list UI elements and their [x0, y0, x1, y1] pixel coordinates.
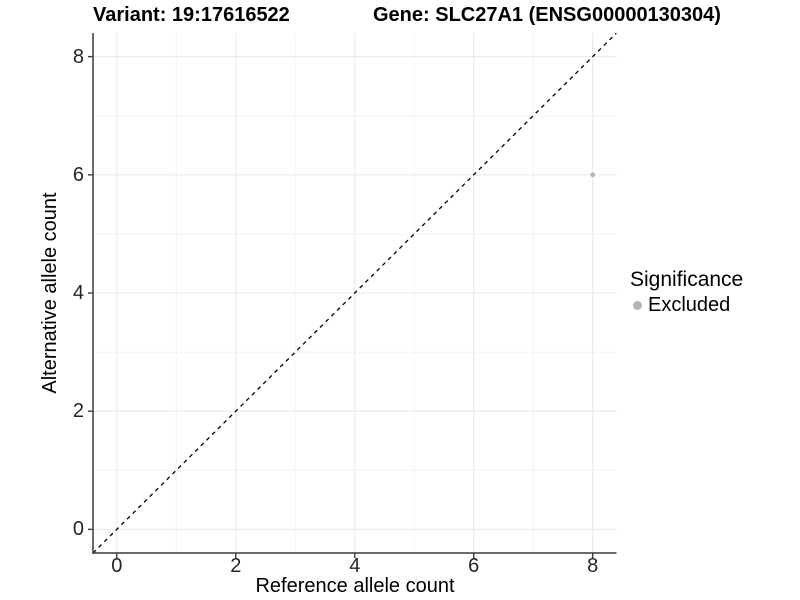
x-axis-tick-label: 0: [111, 555, 123, 577]
x-axis-tick-label: 4: [349, 555, 361, 577]
legend-item-label: Excluded: [648, 294, 731, 316]
data-point: [590, 172, 596, 178]
y-axis-tick-label: 0: [72, 518, 84, 541]
plot-title-variant: Variant: 19:17616522: [93, 4, 290, 26]
identity-reference-line: [93, 33, 617, 553]
y-axis-tick-label: 4: [72, 282, 84, 304]
y-axis-tick-label: 8: [72, 45, 84, 68]
y-axis-tick-label: 6: [72, 163, 84, 186]
plot-title-gene: Gene: SLC27A1 (ENSG00000130304): [373, 4, 721, 26]
legend-key-dot-icon: [633, 300, 642, 310]
x-axis-title: Reference allele count: [255, 575, 455, 597]
x-axis-tick-label: 2: [230, 555, 242, 577]
legend-title: Significance: [630, 268, 744, 291]
x-axis-tick-label: 8: [587, 555, 599, 577]
x-axis-tick-label: 6: [468, 555, 480, 577]
legend: Significance Excluded: [630, 267, 743, 317]
legend-item-excluded: Excluded: [630, 293, 743, 317]
y-axis-tick-label: 2: [72, 400, 84, 423]
